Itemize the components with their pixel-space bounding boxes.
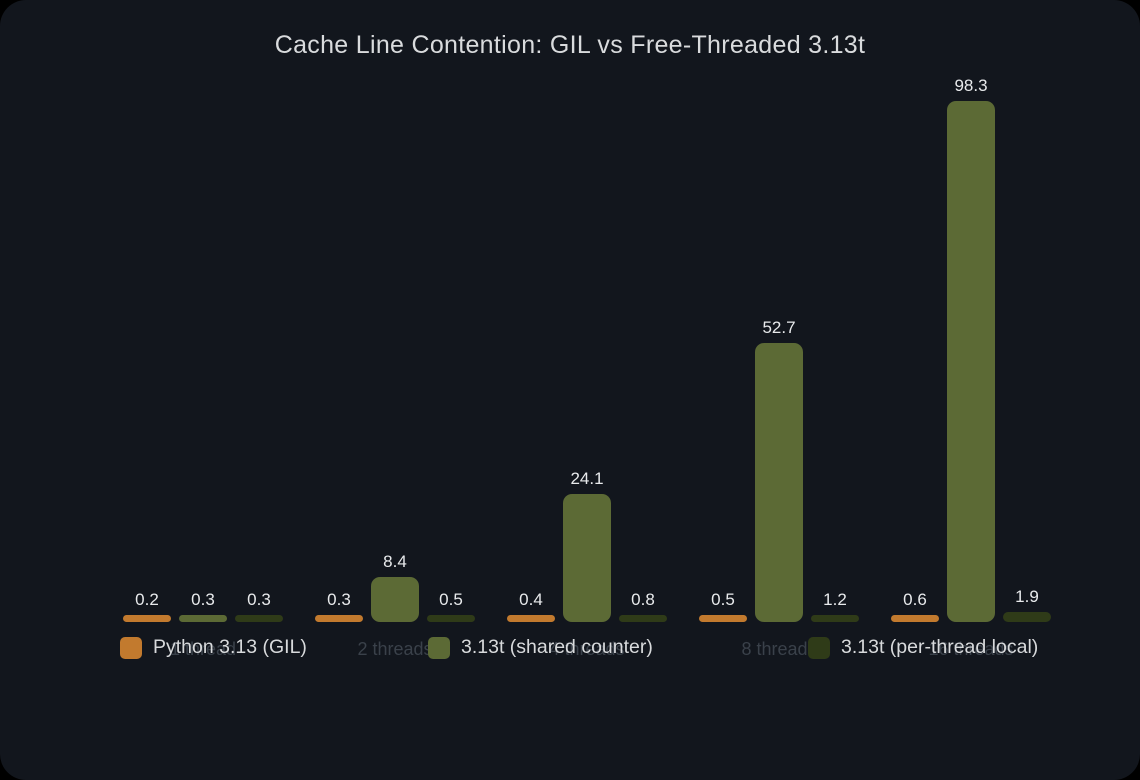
bar-slot: 98.3 [947,76,995,622]
legend-swatch [808,636,830,659]
bar-slot: 1.2 [811,590,859,622]
bar [371,577,419,622]
bar-value-label: 8.4 [383,552,407,572]
bar-slot: 0.5 [699,590,747,622]
bar [507,615,555,622]
bar-slot: 0.3 [235,590,283,622]
bar [235,615,283,622]
bar [563,494,611,622]
bar [179,615,227,622]
bar-value-label: 98.3 [954,76,988,96]
bar-slot: 0.3 [315,590,363,622]
bar-group: 0.2 0.3 0.3 [123,590,283,622]
legend-label: 3.13t (shared counter) [461,636,653,658]
bar-value-label: 0.5 [439,590,463,609]
legend-item: 3.13t (per-thread local) [808,636,1038,659]
chart-title: Cache Line Contention: GIL vs Free-Threa… [274,31,866,59]
bar-group: 0.4 24.1 0.8 [507,469,667,622]
bar-value-label: 0.3 [247,590,271,609]
legend-label: Python 3.13 (GIL) [153,636,307,658]
bar-value-label: 0.2 [135,590,159,609]
bar-value-label: 0.3 [327,590,351,609]
bar [619,615,667,622]
x-tick-label: 4 threads [549,639,625,659]
x-tick-label: 1 thread [169,639,237,659]
legend-swatch [120,636,142,659]
bar [755,342,803,622]
bar [811,615,859,622]
legend-swatch [428,636,450,659]
legend-label: 3.13t (per-thread local) [841,636,1039,658]
bar-value-label: 0.6 [903,590,927,609]
bar [315,615,363,622]
x-tick-label: 16 threads [928,639,1014,659]
bar-value-label: 0.4 [519,590,543,609]
x-axis-tick-row: 1 thread 2 threads 4 threads 8 threads 16 th… [123,639,1051,660]
bar-group: 0.5 52.7 1.2 [699,318,859,622]
bar-slot: 24.1 [563,469,611,622]
bar-slot: 0.4 [507,590,555,622]
bar-value-label: 1.9 [1015,586,1039,606]
legend-item: Python 3.13 (GIL) [120,636,307,659]
bar-slot: 0.8 [619,590,667,622]
bar-slot: 52.7 [755,318,803,622]
bar-value-label: 24.1 [570,469,604,489]
bar-slot: 8.4 [371,552,419,622]
legend: Python 3.13 (GIL) 3.13t (shared counter) 3… [0,636,1140,666]
bar-value-label: 0.8 [631,590,655,609]
bar-value-label: 0.5 [711,590,735,609]
bar [1003,611,1051,622]
bar-slot: 0.3 [179,590,227,622]
bar-group: 0.6 98.3 1.9 [891,76,1051,622]
bar [123,615,171,622]
x-tick-label: 2 threads [357,639,433,659]
bar-value-label: 0.3 [191,590,215,609]
bar [699,615,747,622]
bar-slot: 0.5 [427,590,475,622]
bar-slot: 1.9 [1003,587,1051,622]
bar [427,615,475,622]
bar-value-label: 52.7 [762,317,796,337]
plot-area: 0.2 0.3 0.3 0.3 8.4 0.5 0.4 24.1 0.8 0.5 52.7 1.2 0.… [123,76,1051,622]
bar [947,101,995,622]
bar [891,615,939,622]
x-tick-label: 8 threads [741,639,817,659]
bar-value-label: 1.2 [823,590,847,609]
bar-group: 0.3 8.4 0.5 [315,552,475,622]
bar-slot: 0.6 [891,590,939,622]
bar-slot: 0.2 [123,590,171,622]
legend-item: 3.13t (shared counter) [428,636,653,659]
